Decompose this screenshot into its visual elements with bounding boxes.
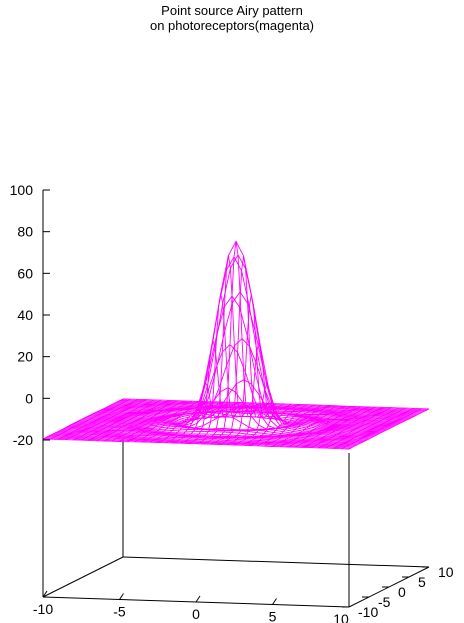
z-axis: -20 0 20 40 60 80 100 xyxy=(10,182,50,597)
mesh-line-y xyxy=(116,401,424,413)
mesh-line-y xyxy=(108,405,416,417)
mesh-line-y xyxy=(120,399,428,411)
x-axis: -10 -5 0 5 10 xyxy=(33,590,349,623)
mesh-line-y xyxy=(86,291,394,428)
y-tick-label: 5 xyxy=(418,574,426,590)
x-tick-label: 10 xyxy=(333,611,349,623)
x-tick xyxy=(272,598,277,605)
mesh-line-x xyxy=(348,408,430,450)
x-tick xyxy=(42,590,48,598)
z-tick-label: 60 xyxy=(17,265,33,281)
mesh-line-x xyxy=(341,408,422,450)
mesh-line-y xyxy=(112,403,420,415)
x-tick xyxy=(195,595,201,603)
mesh-line-y xyxy=(122,398,430,410)
z-tick-label: 40 xyxy=(17,307,33,323)
mesh-line-x xyxy=(203,256,284,445)
mesh-line-y xyxy=(110,404,418,416)
mesh-line-x xyxy=(218,340,300,445)
mesh-line-x xyxy=(333,407,414,449)
floor-left-edge xyxy=(42,556,124,598)
z-tick-label: -20 xyxy=(13,432,33,448)
mesh-line-x xyxy=(302,407,384,448)
mesh-line-x xyxy=(310,407,392,449)
mesh-line-y xyxy=(84,253,392,429)
mesh-line-x xyxy=(325,407,407,449)
floor-back-edge xyxy=(122,556,430,568)
mesh-line-y xyxy=(82,240,390,430)
y-tick-label: 0 xyxy=(398,584,406,600)
x-tick-label: 5 xyxy=(269,609,277,623)
mesh-line-y xyxy=(88,337,396,427)
mesh-line-y xyxy=(118,400,426,412)
y-axis: -10-5 05 10 xyxy=(342,564,454,620)
axes-box xyxy=(42,439,430,607)
axes-front xyxy=(42,453,430,608)
mesh-line-x xyxy=(211,294,292,445)
z-tick-label: 20 xyxy=(17,349,33,365)
airy-surface-mesh xyxy=(42,240,430,450)
mesh-line-y xyxy=(96,411,404,423)
z-tick-label: 100 xyxy=(10,182,34,198)
mesh-line-y xyxy=(98,410,406,422)
z-tick-label: 80 xyxy=(17,224,33,240)
y-tick-label: 10 xyxy=(438,564,454,580)
x-tick-label: -5 xyxy=(113,604,126,620)
mesh-line-x xyxy=(318,407,399,449)
x-tick-label: -10 xyxy=(33,601,53,617)
z-tick-label: 0 xyxy=(25,390,33,406)
chart-title-line-2: on photoreceptors(magenta) xyxy=(149,18,315,33)
mesh-line-y xyxy=(90,379,398,426)
x-tick-label: 0 xyxy=(192,606,200,622)
x-tick xyxy=(119,593,124,600)
y-tick-label: -5 xyxy=(378,594,391,610)
mesh-line-y xyxy=(106,406,414,418)
chart-title-line-1: Point source Airy pattern xyxy=(161,3,303,18)
mesh-line-y xyxy=(114,402,422,414)
y-tick-label: -10 xyxy=(358,604,378,620)
